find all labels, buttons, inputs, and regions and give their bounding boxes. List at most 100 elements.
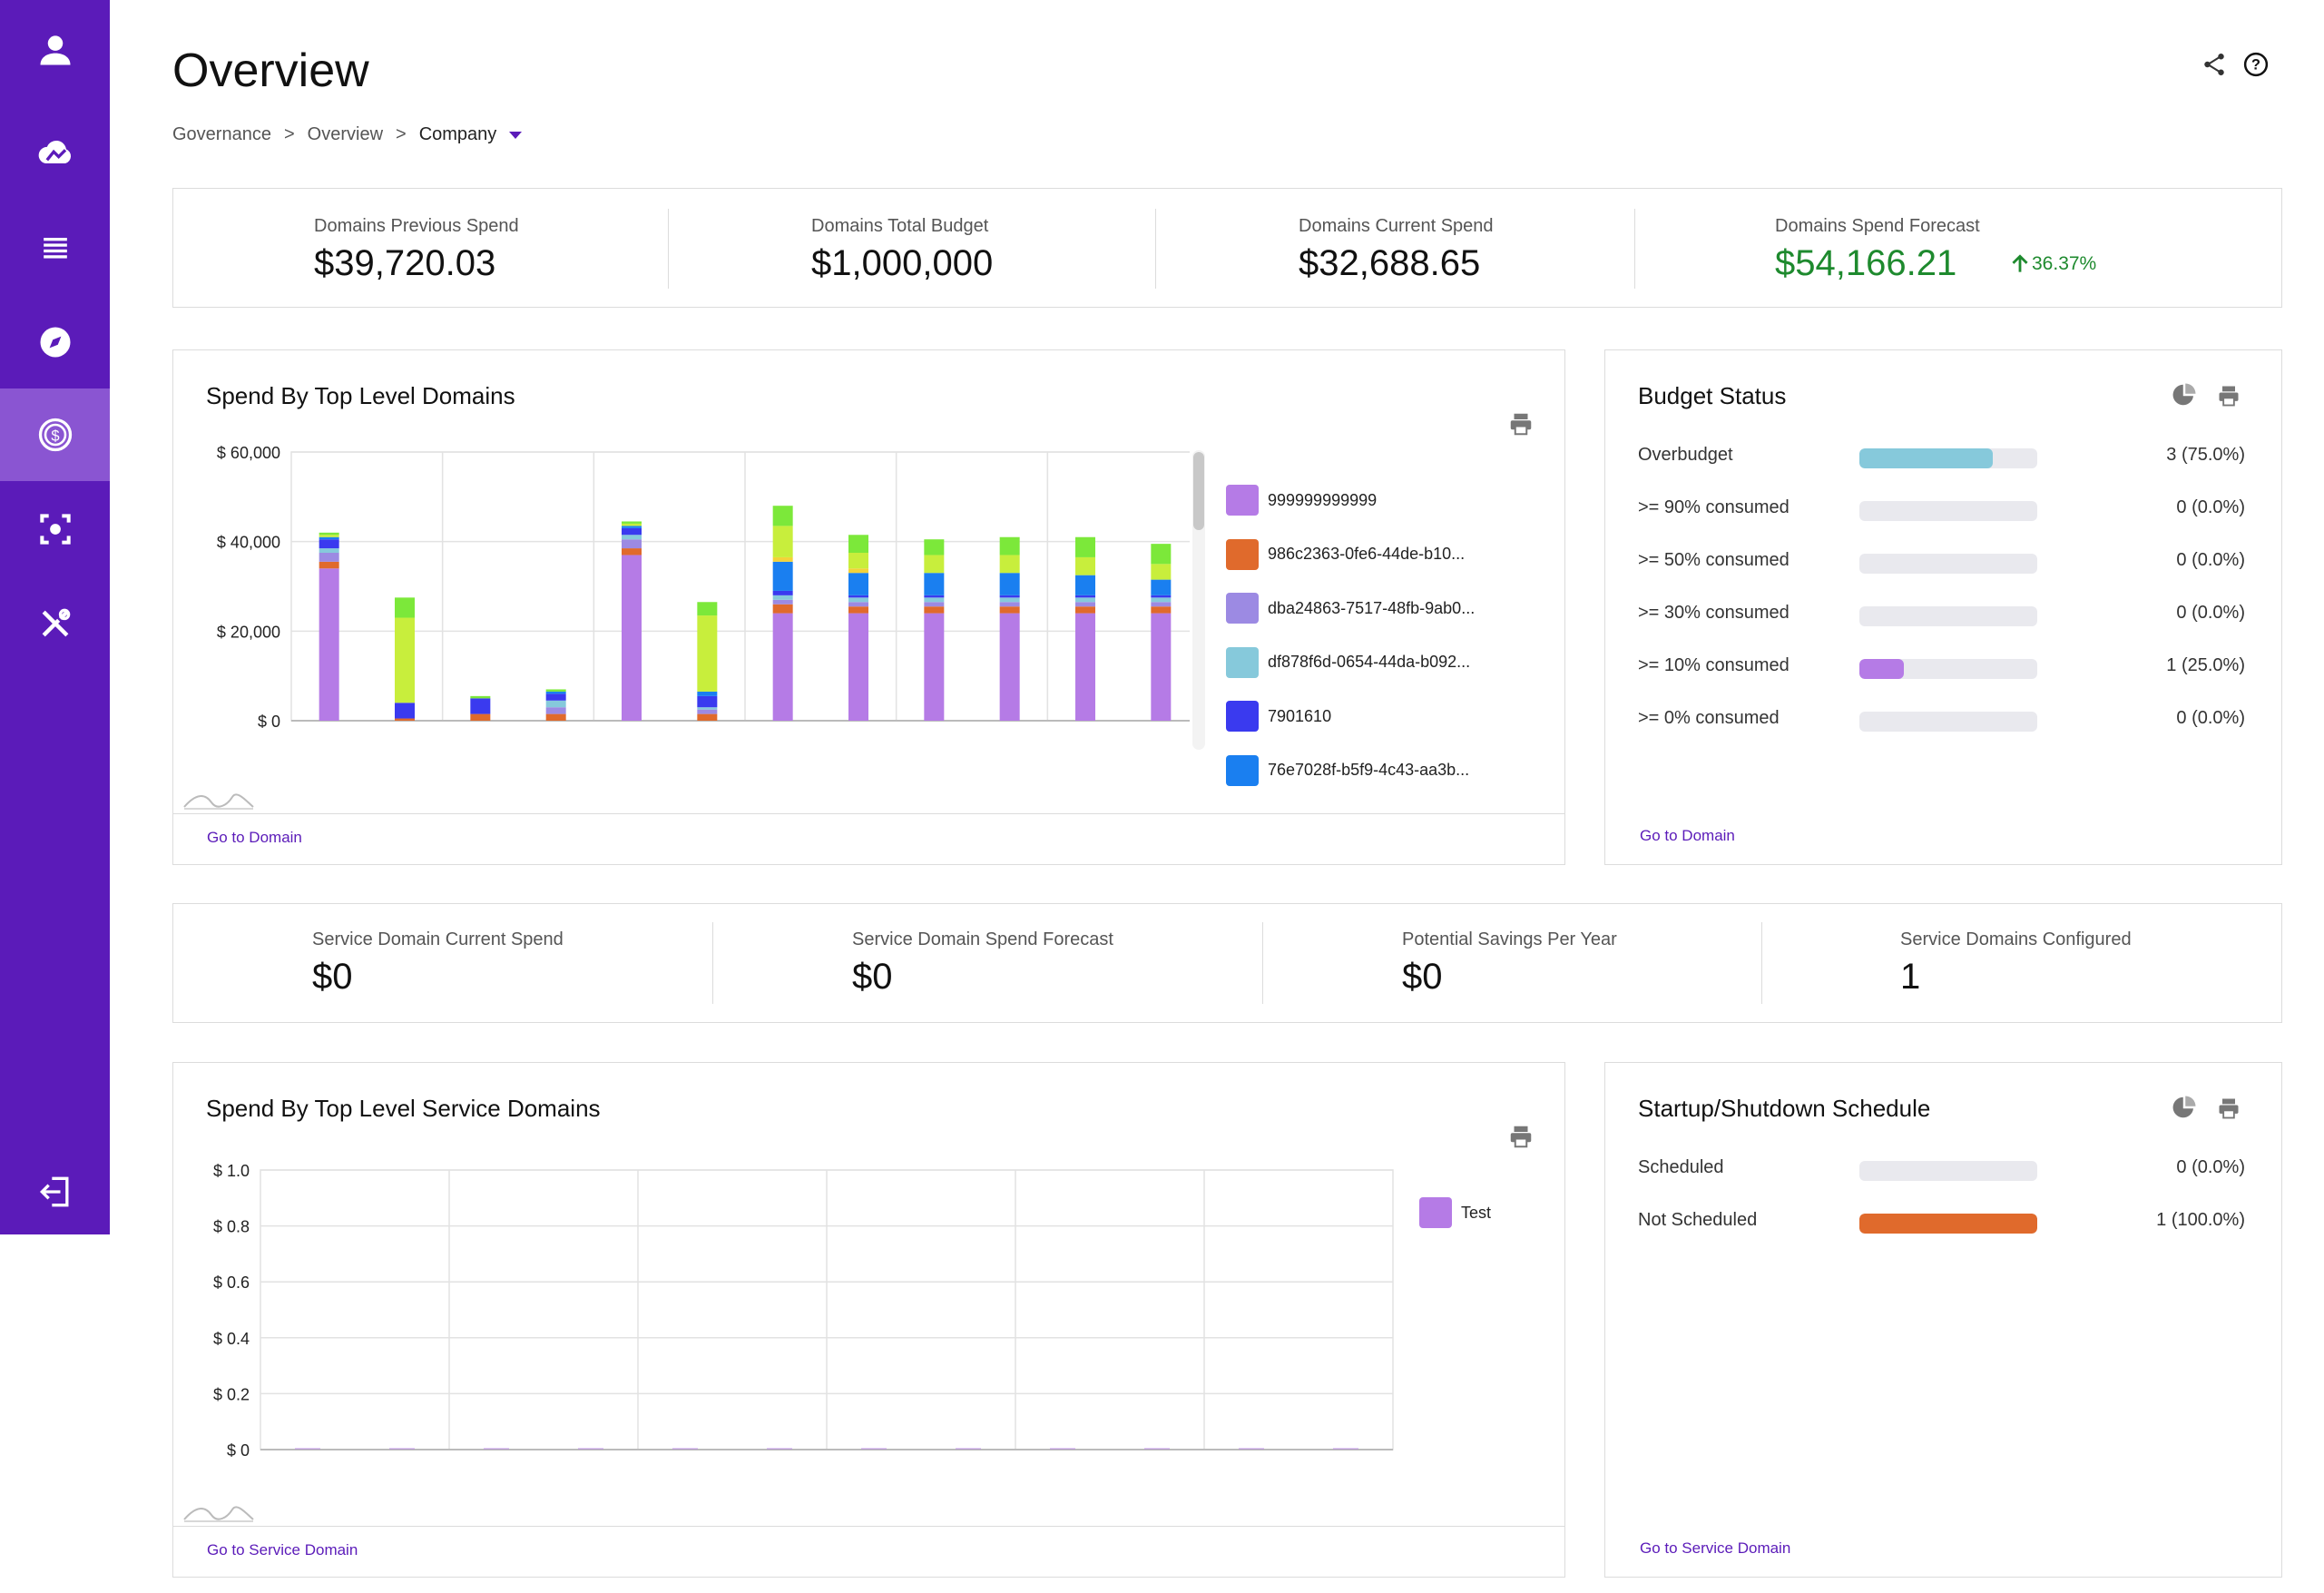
bar-segment[interactable] <box>319 532 339 536</box>
bar-segment[interactable] <box>924 613 945 721</box>
sidebar-item-scan[interactable] <box>0 483 110 575</box>
bar-segment[interactable] <box>545 691 566 694</box>
sidebar-item-explore[interactable] <box>0 296 110 388</box>
bar-segment[interactable] <box>924 573 945 595</box>
bar[interactable] <box>1050 1448 1075 1450</box>
legend-item[interactable]: 7901610 <box>1226 701 1331 732</box>
bar-segment[interactable] <box>622 535 642 540</box>
bar[interactable] <box>861 1448 887 1450</box>
bar[interactable] <box>484 1448 509 1450</box>
bar-segment[interactable] <box>772 556 793 562</box>
bar-segment[interactable] <box>395 718 415 721</box>
bar-segment[interactable] <box>622 555 642 721</box>
pie-chart-icon[interactable] <box>2171 1094 2198 1121</box>
bar-segment[interactable] <box>1075 597 1095 603</box>
legend-item[interactable]: Test <box>1419 1197 1491 1228</box>
bar-segment[interactable] <box>697 695 718 708</box>
bar[interactable] <box>767 1448 792 1450</box>
bar-segment[interactable] <box>999 595 1020 598</box>
sidebar-item-profile[interactable] <box>0 4 110 96</box>
bar-segment[interactable] <box>848 553 868 569</box>
bar-segment[interactable] <box>319 553 339 562</box>
bar-segment[interactable] <box>848 573 868 595</box>
bar-segment[interactable] <box>470 695 491 699</box>
bar[interactable] <box>956 1448 981 1450</box>
bar-segment[interactable] <box>697 707 718 710</box>
go-to-service-domain-link[interactable]: Go to Service Domain <box>207 1541 358 1559</box>
bar-segment[interactable] <box>697 615 718 692</box>
bar-segment[interactable] <box>545 693 566 701</box>
bar-segment[interactable] <box>319 535 339 537</box>
legend-item[interactable]: 76e7028f-b5f9-4c43-aa3b... <box>1226 754 1469 786</box>
bar-segment[interactable] <box>545 713 566 721</box>
bar-segment[interactable] <box>924 595 945 598</box>
bar-segment[interactable] <box>999 555 1020 574</box>
print-icon[interactable] <box>1507 410 1535 438</box>
bar-segment[interactable] <box>545 707 566 714</box>
bar-segment[interactable] <box>772 613 793 721</box>
legend-item[interactable]: df878f6d-0654-44da-b092... <box>1226 646 1470 678</box>
sidebar-item-tools[interactable] <box>0 577 110 670</box>
bar-segment[interactable] <box>1075 536 1095 557</box>
legend-item[interactable]: dba24863-7517-48fb-9ab0... <box>1226 593 1475 624</box>
bar-segment[interactable] <box>697 713 718 721</box>
bar-segment[interactable] <box>848 606 868 614</box>
bar[interactable] <box>1239 1448 1264 1450</box>
bar-segment[interactable] <box>1151 606 1172 614</box>
bar-segment[interactable] <box>1075 556 1095 575</box>
bar-segment[interactable] <box>999 613 1020 721</box>
bar-segment[interactable] <box>470 698 491 714</box>
bar-segment[interactable] <box>319 568 339 721</box>
bar-segment[interactable] <box>319 561 339 569</box>
bar-segment[interactable] <box>924 602 945 607</box>
bar-segment[interactable] <box>1151 564 1172 580</box>
bar[interactable] <box>295 1448 320 1450</box>
bar-segment[interactable] <box>772 526 793 557</box>
bar[interactable] <box>672 1448 698 1450</box>
bar-segment[interactable] <box>848 535 868 553</box>
bar-segment[interactable] <box>1151 613 1172 721</box>
go-to-domain-link[interactable]: Go to Domain <box>207 829 302 846</box>
bar-segment[interactable] <box>924 555 945 574</box>
bar[interactable] <box>1144 1448 1170 1450</box>
bar-segment[interactable] <box>772 604 793 614</box>
bar-segment[interactable] <box>999 606 1020 614</box>
bar-segment[interactable] <box>1151 579 1172 595</box>
bar-segment[interactable] <box>622 527 642 536</box>
print-icon[interactable] <box>1507 1123 1535 1150</box>
bar-segment[interactable] <box>319 536 339 540</box>
bar-segment[interactable] <box>622 523 642 526</box>
breadcrumb-company[interactable]: Company <box>418 124 497 144</box>
bar-segment[interactable] <box>545 700 566 708</box>
bar-segment[interactable] <box>622 526 642 528</box>
bar-segment[interactable] <box>697 691 718 696</box>
share-icon[interactable] <box>2201 51 2228 78</box>
bar-segment[interactable] <box>545 689 566 692</box>
bar-segment[interactable] <box>622 521 642 524</box>
legend-item[interactable]: 986c2363-0fe6-44de-b10... <box>1226 538 1465 570</box>
bar-segment[interactable] <box>999 573 1020 595</box>
bar-segment[interactable] <box>772 599 793 605</box>
sidebar-item-logout[interactable] <box>0 1146 110 1238</box>
bar-segment[interactable] <box>999 597 1020 603</box>
bar-segment[interactable] <box>697 709 718 714</box>
bar[interactable] <box>1333 1448 1358 1450</box>
bar-segment[interactable] <box>1075 613 1095 721</box>
bar-segment[interactable] <box>999 602 1020 607</box>
breadcrumb-overview[interactable]: Overview <box>307 124 384 144</box>
bar-segment[interactable] <box>1075 575 1095 595</box>
sidebar-item-reports[interactable] <box>0 202 110 294</box>
bar-segment[interactable] <box>772 561 793 591</box>
bar-segment[interactable] <box>999 536 1020 556</box>
bar-segment[interactable] <box>319 548 339 553</box>
help-icon[interactable]: ? <box>2242 51 2270 78</box>
bar-segment[interactable] <box>848 595 868 598</box>
legend-scrollbar-track[interactable] <box>1192 450 1205 750</box>
bar-segment[interactable] <box>319 539 339 549</box>
bar-segment[interactable] <box>622 539 642 549</box>
go-to-service-domain-link[interactable]: Go to Service Domain <box>1640 1539 1791 1557</box>
bar-segment[interactable] <box>772 595 793 600</box>
breadcrumb-governance[interactable]: Governance <box>172 124 271 144</box>
bar[interactable] <box>578 1448 603 1450</box>
bar-segment[interactable] <box>924 597 945 603</box>
